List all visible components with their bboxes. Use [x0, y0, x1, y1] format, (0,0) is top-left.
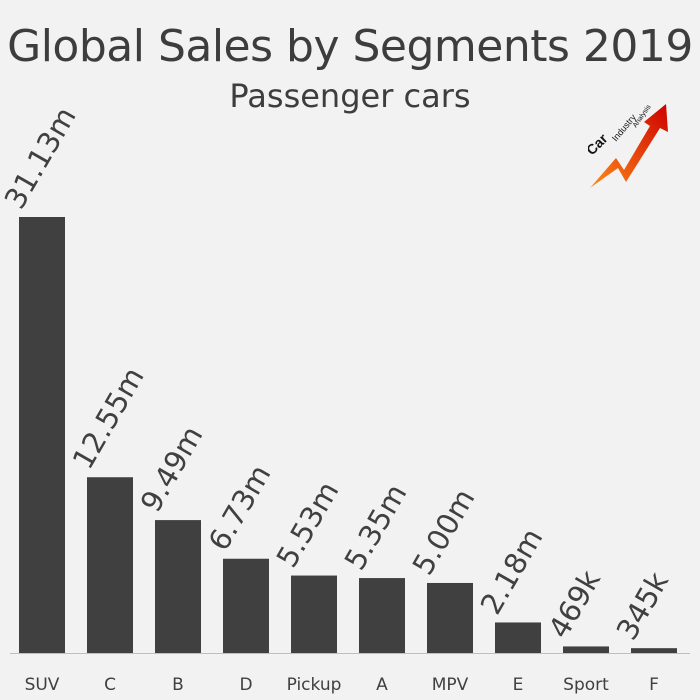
- x-tick-label: F: [649, 675, 659, 695]
- data-label: 2.18m: [474, 523, 550, 620]
- data-label: 5.35m: [338, 478, 414, 575]
- x-tick-label: Pickup: [287, 675, 342, 695]
- data-label: 5.00m: [406, 483, 482, 580]
- bar-c: [87, 477, 133, 653]
- x-tick-label: SUV: [25, 675, 60, 695]
- x-tick-label: B: [172, 675, 184, 695]
- data-label: 6.73m: [202, 459, 278, 556]
- bar-e: [495, 622, 541, 653]
- rising-arrow-icon: [590, 104, 668, 188]
- bar-mpv: [427, 582, 473, 653]
- chart-title: Global Sales by Segments 2019: [7, 21, 693, 72]
- data-label: 9.49m: [134, 420, 210, 517]
- chart-subtitle: Passenger cars: [229, 77, 471, 115]
- bar-d: [223, 558, 269, 653]
- data-label: 31.13m: [0, 101, 83, 214]
- x-tick-label: D: [239, 675, 252, 695]
- data-label: 12.55m: [66, 361, 151, 474]
- car-industry-analysis-logo: Car Industry Analysis: [588, 103, 668, 188]
- data-label: 345k: [610, 566, 676, 646]
- bar-pickup: [291, 575, 337, 653]
- bar-suv: [19, 217, 65, 653]
- bar-f: [631, 648, 677, 653]
- bar-sport: [563, 646, 609, 653]
- bar-a: [359, 578, 405, 653]
- data-label: 5.53m: [270, 476, 346, 573]
- x-tick-label: C: [104, 675, 116, 695]
- logo-word-car: Car: [588, 130, 611, 158]
- data-label: 469k: [542, 564, 608, 644]
- bar-b: [155, 520, 201, 653]
- x-tick-label: MPV: [432, 675, 469, 695]
- x-tick-label: E: [513, 675, 524, 695]
- x-tick-label: Sport: [563, 675, 609, 695]
- x-tick-label: A: [376, 675, 388, 695]
